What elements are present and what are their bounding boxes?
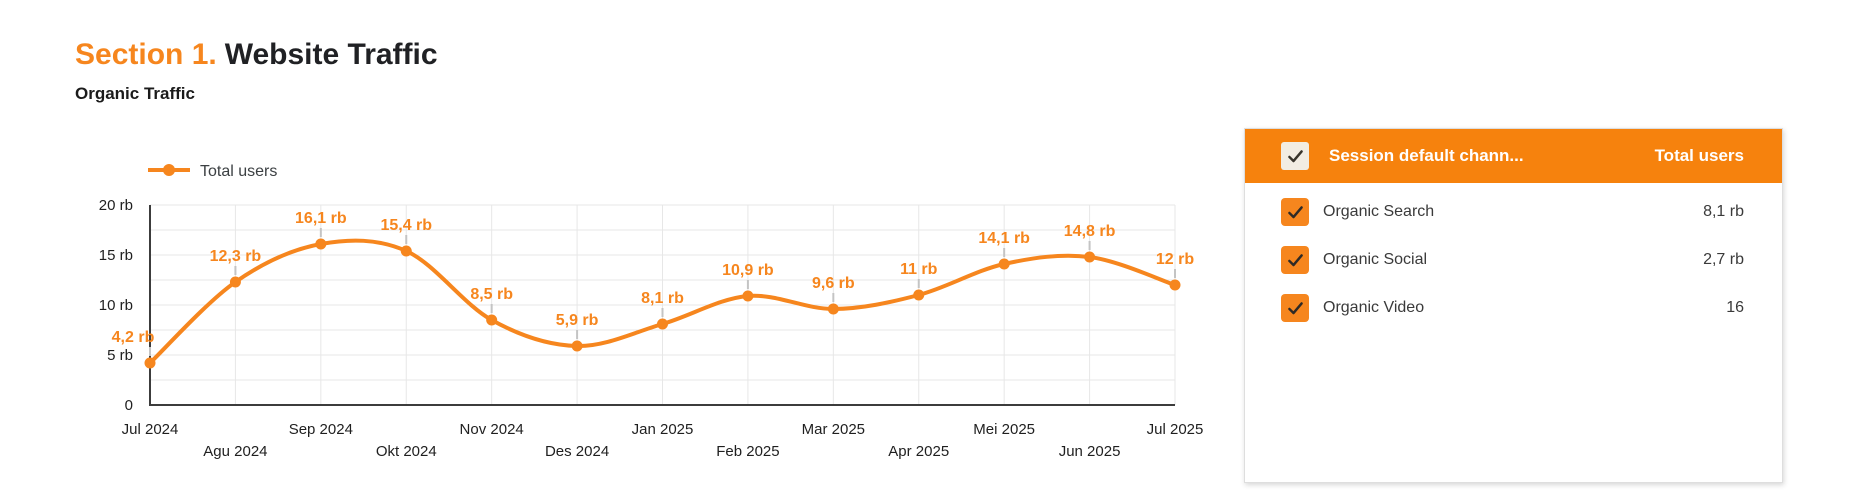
- checkmark-icon: [1287, 205, 1303, 218]
- svg-text:Feb 2025: Feb 2025: [716, 443, 779, 460]
- table-row[interactable]: Organic Search 8,1 rb: [1245, 188, 1782, 236]
- data-point[interactable]: [400, 245, 412, 257]
- svg-text:14,8 rb: 14,8 rb: [1064, 223, 1116, 240]
- svg-text:15 rb: 15 rb: [99, 247, 133, 264]
- table-row[interactable]: Organic Social 2,7 rb: [1245, 236, 1782, 284]
- data-points: [144, 238, 1181, 369]
- svg-text:5 rb: 5 rb: [107, 347, 133, 364]
- data-labels: 4,2 rb 12,3 rb 16,1 rb 15,4 rb 8,5 rb 5,9 rb 8…: [112, 210, 1195, 346]
- data-point[interactable]: [657, 318, 668, 330]
- svg-text:Jun 2025: Jun 2025: [1059, 443, 1121, 460]
- channel-label: Organic Video: [1323, 299, 1425, 316]
- channel-value: 2,7 rb: [1703, 251, 1744, 268]
- channel-value: 8,1 rb: [1703, 203, 1744, 220]
- svg-text:Nov 2024: Nov 2024: [460, 421, 524, 438]
- row-checkbox[interactable]: [1281, 198, 1309, 226]
- svg-text:Jul 2024: Jul 2024: [122, 421, 179, 438]
- svg-text:8,1 rb: 8,1 rb: [641, 290, 684, 307]
- checkmark-icon: [1287, 149, 1303, 162]
- axes: [149, 205, 1175, 406]
- y-axis-labels: 0 5 rb 10 rb 15 rb 20 rb: [99, 197, 133, 414]
- checkmark-icon: [1287, 253, 1303, 266]
- channel-label: Organic Search: [1323, 203, 1435, 220]
- data-point[interactable]: [742, 290, 754, 302]
- page-title: Section 1. Website Traffic: [75, 38, 438, 72]
- row-checkbox[interactable]: [1281, 246, 1309, 274]
- svg-text:12,3 rb: 12,3 rb: [210, 248, 262, 265]
- channel-label: Organic Social: [1323, 251, 1428, 268]
- data-point[interactable]: [571, 340, 583, 352]
- svg-text:10,9 rb: 10,9 rb: [722, 262, 774, 279]
- svg-text:Mar 2025: Mar 2025: [802, 421, 865, 438]
- data-point[interactable]: [229, 276, 241, 288]
- data-point[interactable]: [827, 303, 839, 315]
- table-row[interactable]: Organic Video 16: [1245, 284, 1782, 332]
- label-stems: [149, 228, 1176, 356]
- data-point[interactable]: [1084, 251, 1096, 263]
- legend-marker-icon: [163, 164, 175, 176]
- svg-text:Okt 2024: Okt 2024: [376, 443, 437, 460]
- data-point[interactable]: [913, 289, 925, 301]
- legend-label: Total users: [200, 163, 277, 180]
- svg-text:5,9 rb: 5,9 rb: [556, 312, 599, 329]
- page-title-text: Website Traffic: [224, 38, 438, 72]
- svg-text:Jan 2025: Jan 2025: [632, 421, 694, 438]
- svg-text:Mei 2025: Mei 2025: [973, 421, 1035, 438]
- svg-text:Agu 2024: Agu 2024: [203, 443, 267, 460]
- table-rows: Organic Search 8,1 rb Organic Social 2,7…: [1245, 183, 1782, 332]
- svg-text:Des 2024: Des 2024: [545, 443, 609, 460]
- svg-text:16,1 rb: 16,1 rb: [295, 210, 347, 227]
- chart-subtitle: Organic Traffic: [75, 84, 195, 103]
- select-all-checkbox[interactable]: [1281, 142, 1309, 170]
- svg-text:4,2 rb: 4,2 rb: [112, 329, 155, 346]
- svg-text:10 rb: 10 rb: [99, 297, 133, 314]
- table-header-row: Session default chann... Total users: [1245, 129, 1782, 183]
- channels-table-panel: Session default chann... Total users Org…: [1244, 128, 1783, 483]
- svg-text:11 rb: 11 rb: [900, 261, 938, 278]
- checkmark-icon: [1287, 301, 1303, 314]
- svg-text:20 rb: 20 rb: [99, 197, 133, 214]
- data-point[interactable]: [998, 258, 1010, 270]
- data-point[interactable]: [486, 314, 498, 326]
- data-point[interactable]: [1169, 279, 1181, 291]
- svg-text:8,5 rb: 8,5 rb: [470, 286, 513, 303]
- svg-text:12 rb: 12 rb: [1156, 251, 1194, 268]
- legend-total-users[interactable]: Total users: [148, 163, 277, 180]
- svg-text:0: 0: [125, 397, 133, 414]
- svg-text:Sep 2024: Sep 2024: [289, 421, 353, 438]
- svg-text:14,1 rb: 14,1 rb: [978, 230, 1030, 247]
- svg-text:Apr 2025: Apr 2025: [888, 443, 949, 460]
- svg-text:9,6 rb: 9,6 rb: [812, 275, 855, 292]
- data-point[interactable]: [315, 238, 327, 250]
- row-checkbox[interactable]: [1281, 294, 1309, 322]
- column-header-channel[interactable]: Session default chann...: [1329, 146, 1524, 165]
- x-axis-labels: Jul 2024 Agu 2024 Sep 2024 Okt 2024 Nov 2024…: [122, 421, 1204, 460]
- channel-value: 16: [1726, 299, 1744, 316]
- svg-text:Jul 2025: Jul 2025: [1147, 421, 1204, 438]
- traffic-line-chart: 0 5 rb 10 rb 15 rb 20 rb Jul 2024 Agu 2024 Sep …: [99, 163, 1204, 460]
- svg-text:15,4 rb: 15,4 rb: [380, 217, 432, 234]
- column-header-total-users[interactable]: Total users: [1654, 146, 1744, 165]
- data-point[interactable]: [144, 357, 156, 369]
- section-label: Section 1.: [75, 38, 217, 72]
